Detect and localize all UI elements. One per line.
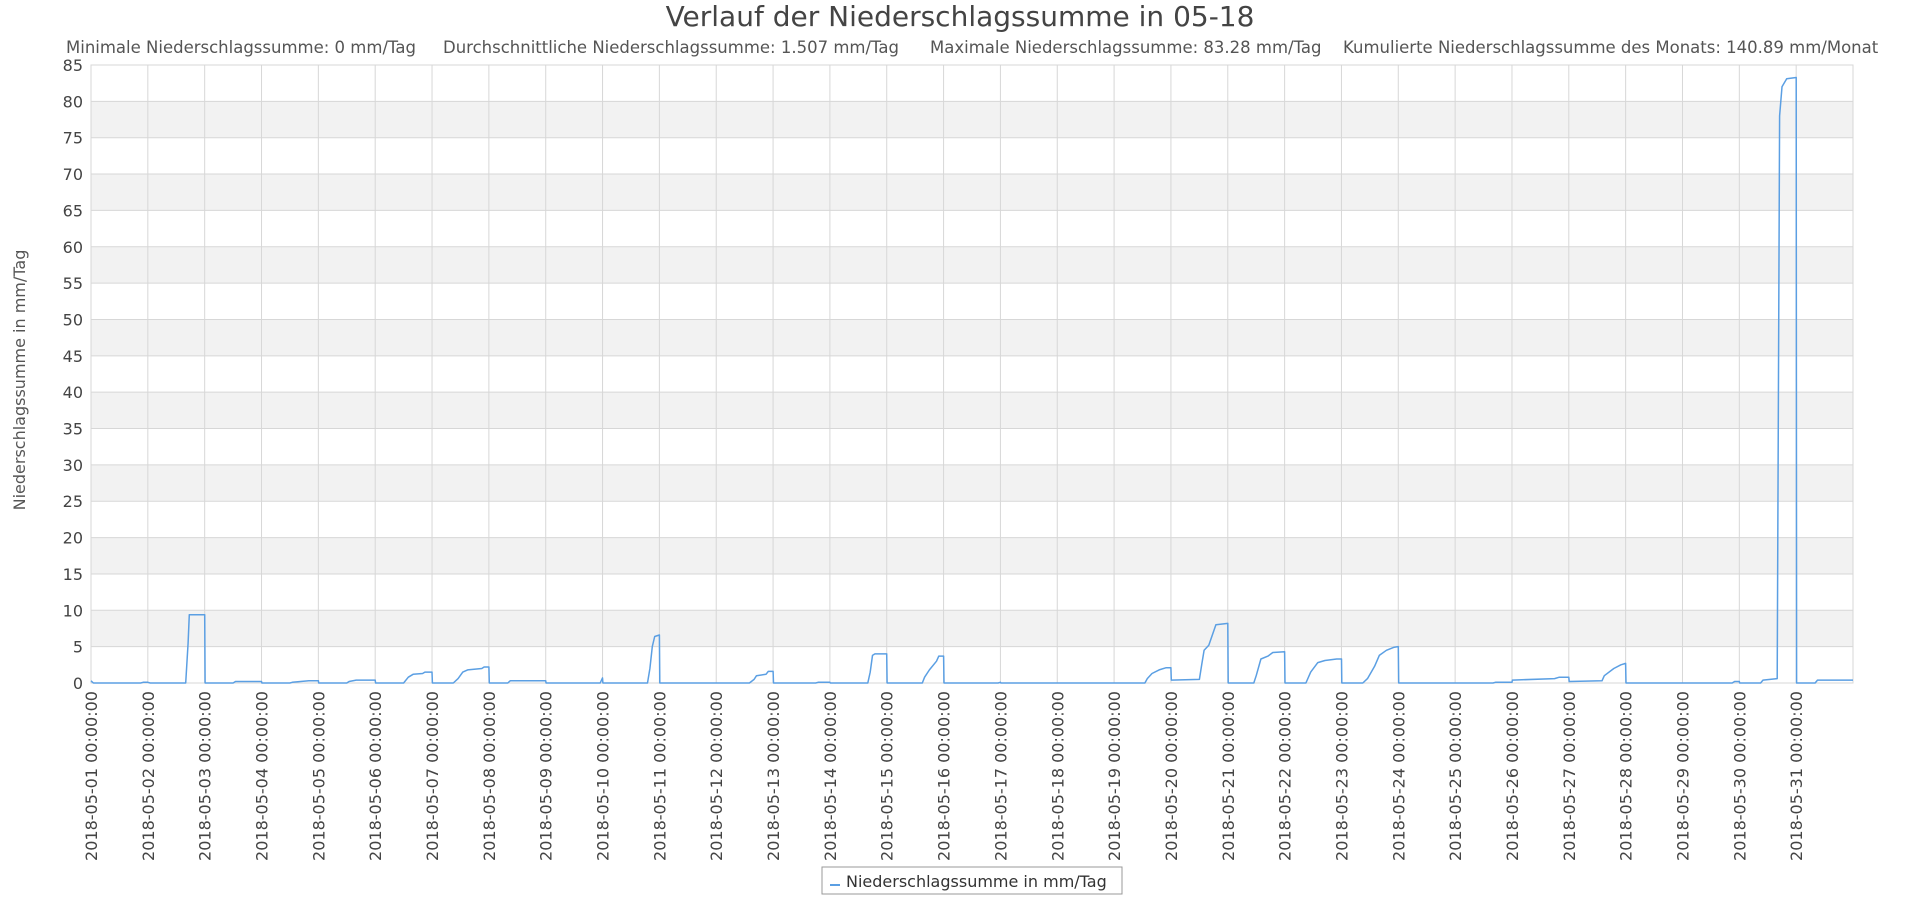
x-tick-label: 2018-05-20 00:00:00 (1162, 691, 1181, 861)
y-tick-label: 40 (63, 383, 83, 402)
x-tick-label: 2018-05-07 00:00:00 (423, 691, 442, 861)
plot-bands (91, 101, 1853, 647)
y-axis-ticks: 0 5 10 15 20 25 30 35 40 45 50 55 60 65 70 75 80 85 (63, 56, 83, 693)
stats-row: Minimale Niederschlagssumme: 0 mm/Tag Du… (66, 38, 1879, 57)
plot-band (91, 319, 1853, 356)
x-tick-label: 2018-05-24 00:00:00 (1389, 691, 1408, 861)
y-tick-label: 20 (63, 529, 83, 548)
x-tick-label: 2018-05-15 00:00:00 (878, 691, 897, 861)
series-layer (90, 76, 1853, 684)
plot-frame (90, 64, 1854, 684)
plot-band (91, 174, 1853, 211)
x-tick-label: 2018-05-30 00:00:00 (1730, 691, 1749, 861)
y-tick-label: 25 (63, 492, 83, 511)
y-tick-label: 10 (63, 601, 83, 620)
grid-lines (90, 64, 1853, 684)
plot-band (91, 464, 1853, 502)
stat-max: Maximale Niederschlagssumme: 83.28 mm/Ta… (930, 38, 1322, 57)
y-tick-label: 35 (63, 420, 83, 439)
x-tick-label: 2018-05-22 00:00:00 (1276, 691, 1295, 861)
x-tick-label: 2018-05-23 00:00:00 (1332, 691, 1351, 861)
y-tick-label: 45 (63, 347, 83, 366)
x-tick-label: 2018-05-13 00:00:00 (764, 691, 783, 861)
plot-band (91, 246, 1853, 284)
x-tick-label: 2018-05-04 00:00:00 (253, 691, 272, 861)
plot-band (91, 101, 1853, 138)
x-tick-label: 2018-05-10 00:00:00 (594, 691, 613, 861)
x-tick-label: 2018-05-29 00:00:00 (1673, 691, 1692, 861)
legend-box (821, 866, 1123, 895)
legend[interactable]: Niederschlagssumme in mm/Tag (821, 866, 1123, 895)
y-tick-label: 70 (63, 165, 83, 184)
x-tick-label: 2018-05-27 00:00:00 (1560, 691, 1579, 861)
legend-label: Niederschlagssumme in mm/Tag (846, 872, 1107, 891)
stat-sum: Kumulierte Niederschlagssumme des Monats… (1343, 38, 1879, 57)
x-tick-label: 2018-05-21 00:00:00 (1219, 691, 1238, 861)
x-tick-label: 2018-05-06 00:00:00 (366, 691, 385, 861)
x-tick-label: 2018-05-17 00:00:00 (991, 691, 1010, 861)
series-line (90, 76, 1853, 684)
y-tick-label: 85 (63, 56, 83, 75)
x-tick-label: 2018-05-14 00:00:00 (821, 691, 840, 861)
y-tick-label: 5 (73, 638, 83, 657)
x-tick-label: 2018-05-25 00:00:00 (1446, 691, 1465, 861)
x-tick-label: 2018-05-11 00:00:00 (650, 691, 669, 861)
y-tick-label: 75 (63, 129, 83, 148)
plot-band (91, 537, 1853, 574)
y-tick-label: 80 (63, 92, 83, 111)
x-tick-label: 2018-05-09 00:00:00 (537, 691, 556, 861)
stat-min: Minimale Niederschlagssumme: 0 mm/Tag (66, 38, 416, 57)
x-tick-label: 2018-05-05 00:00:00 (309, 691, 328, 861)
x-tick-label: 2018-05-01 00:00:00 (82, 691, 101, 861)
plot-band (91, 610, 1853, 647)
y-tick-label: 55 (63, 274, 83, 293)
stat-avg: Durchschnittliche Niederschlagssumme: 1.… (443, 38, 899, 57)
chart-title: Verlauf der Niederschlagssumme in 05-18 (666, 0, 1255, 33)
x-tick-label: 2018-05-31 00:00:00 (1787, 691, 1806, 861)
x-tick-label: 2018-05-16 00:00:00 (935, 691, 954, 861)
y-tick-label: 15 (63, 565, 83, 584)
x-tick-label: 2018-05-03 00:00:00 (196, 691, 215, 861)
x-tick-label: 2018-05-02 00:00:00 (139, 691, 158, 861)
y-axis-label: Niederschlagssumme in mm/Tag (10, 250, 29, 511)
x-tick-label: 2018-05-12 00:00:00 (707, 691, 726, 861)
x-tick-label: 2018-05-08 00:00:00 (480, 691, 499, 861)
x-axis-ticks: 2018-05-01 00:00:00 2018-05-02 00:00:00 20… (82, 691, 1806, 861)
y-tick-label: 30 (63, 456, 83, 475)
y-tick-label: 60 (63, 238, 83, 257)
x-tick-label: 2018-05-26 00:00:00 (1503, 691, 1522, 861)
y-tick-label: 50 (63, 310, 83, 329)
y-tick-label: 65 (63, 201, 83, 220)
x-tick-label: 2018-05-19 00:00:00 (1105, 691, 1124, 861)
y-tick-label: 0 (73, 674, 83, 693)
x-tick-label: 2018-05-28 00:00:00 (1617, 691, 1636, 861)
x-tick-label: 2018-05-18 00:00:00 (1048, 691, 1067, 861)
plot-band (91, 392, 1853, 429)
